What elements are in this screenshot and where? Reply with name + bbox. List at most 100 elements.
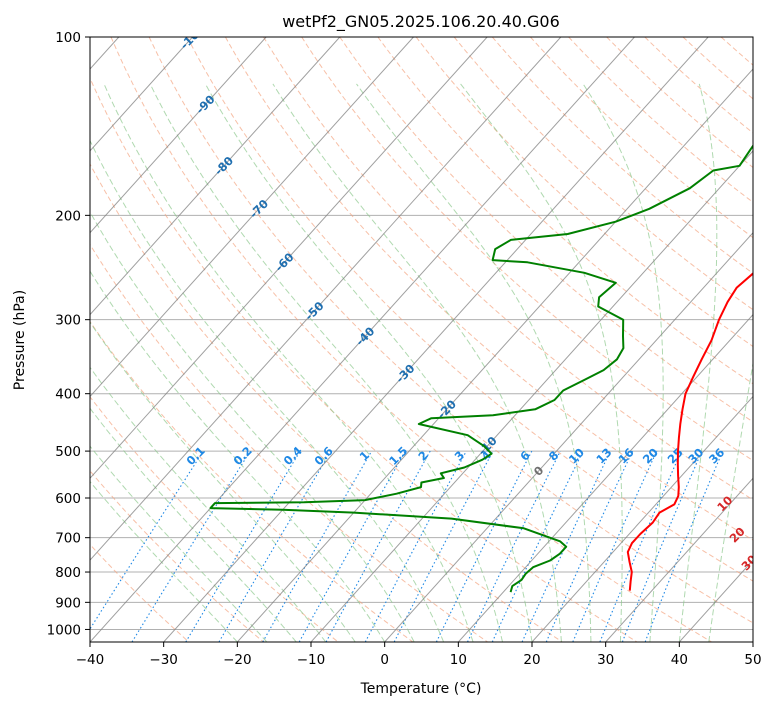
moist-adiabat — [90, 270, 386, 642]
dry-adiabat-label: 30 — [738, 552, 759, 573]
isotherm-line — [678, 559, 753, 642]
y-axis-ticks: 100 200 300 400 500 600 700 800 900 1000 — [47, 30, 90, 638]
x-tick-label: 10 — [450, 652, 467, 668]
isotherm-line — [90, 37, 341, 316]
dry-adiabat — [90, 470, 264, 642]
mixing-ratio-label: 10 — [566, 445, 587, 466]
moist-adiabat — [90, 407, 297, 642]
dry-adiabat — [90, 396, 339, 642]
y-tick-label: 500 — [55, 444, 81, 460]
y-tick-label: 300 — [55, 313, 81, 329]
mixing-ratio-line — [90, 450, 204, 630]
mixing-ratio-label: 8 — [546, 448, 562, 464]
x-tick-label: 40 — [671, 652, 688, 668]
isotherm-line — [90, 37, 562, 561]
mixing-ratio-label: 3 — [452, 448, 468, 464]
moist-adiabat — [90, 366, 327, 642]
dry-adiabat — [90, 543, 190, 642]
plot-area: 0.1 0.2 0.4 0.6 1 1.5 2 3 4 6 8 10 13 16 20 25 30 36-100-… — [90, 37, 775, 642]
mixing-ratio-line — [262, 450, 373, 642]
isotherm-label: -30 — [393, 361, 418, 386]
isotherm-label: -60 — [272, 250, 297, 275]
dry-adiabat — [606, 37, 753, 169]
mixing-ratio-label: 1 — [357, 448, 373, 464]
mixing-ratio-line — [364, 450, 467, 642]
dry-adiabat — [339, 37, 753, 423]
isotherm-line — [90, 37, 414, 398]
x-axis-label: Temperature (°C) — [360, 681, 482, 697]
mixing-ratio-line — [644, 450, 724, 642]
moist-adiabat — [582, 83, 664, 642]
dry-adiabat — [491, 37, 753, 274]
dry-adiabat — [759, 37, 775, 642]
x-tick-label: 20 — [523, 652, 540, 668]
dry-adiabat — [682, 37, 753, 100]
moist-adiabat — [272, 83, 562, 642]
x-axis-ticks: −40 −30 −20 −10 0 10 20 30 40 50 — [76, 642, 762, 668]
mixing-ratio-line — [435, 450, 533, 642]
isotherm-line — [605, 477, 753, 642]
isotherm-line — [90, 37, 267, 234]
temperature-profile-line — [626, 272, 753, 591]
dry-adiabat — [224, 37, 753, 541]
x-tick-label: −40 — [76, 652, 105, 668]
profile-series — [209, 144, 753, 593]
mixing-ratio-label: 0.6 — [311, 444, 335, 468]
mixing-ratio-label: 25 — [665, 445, 686, 466]
dry-adiabat — [90, 320, 414, 642]
mixing-ratio-line — [621, 450, 703, 642]
isotherm-line — [90, 37, 488, 480]
dewpoint-profile-line — [209, 144, 753, 593]
dry-adiabat — [301, 37, 753, 462]
y-tick-label: 400 — [55, 387, 81, 403]
isotherm-line — [90, 37, 635, 642]
isotherm-label: -80 — [212, 154, 237, 179]
chart-title: wetPf2_GN05.2025.106.20.40.G06 — [282, 12, 560, 32]
dry-adiabat — [568, 37, 753, 203]
moist-adiabat — [90, 321, 356, 642]
moist-adiabat — [356, 83, 592, 642]
dry-adiabat — [90, 243, 488, 642]
moist-adiabat — [90, 211, 415, 642]
mixing-ratio-label: 2 — [415, 448, 431, 464]
moist-adiabat — [204, 83, 533, 642]
x-tick-label: −30 — [149, 652, 178, 668]
dry-adiabat-label: 10 — [714, 493, 735, 514]
isotherm-line — [531, 395, 753, 642]
x-tick-label: −10 — [297, 652, 326, 668]
dry-adiabat — [453, 37, 753, 311]
mixing-ratio-line — [545, 450, 633, 642]
dry-adiabat-label: 20 — [727, 524, 748, 545]
dry-adiabat-label: 40 — [760, 582, 775, 603]
isotherm-line — [236, 68, 753, 642]
y-tick-label: 900 — [55, 595, 81, 611]
dry-adiabat — [530, 37, 753, 239]
dry-adiabat — [148, 37, 753, 624]
mixing-ratio-line — [298, 450, 406, 642]
mixing-ratio-line — [599, 450, 682, 642]
plot-frame — [89, 36, 754, 643]
dry-adiabat — [90, 163, 563, 642]
moist-adiabat — [90, 445, 268, 642]
x-tick-label: 0 — [380, 652, 389, 668]
mixing-ratio-label: 0.2 — [230, 444, 254, 468]
mixing-ratio-label: 13 — [593, 445, 614, 466]
moist-adiabat — [90, 139, 445, 642]
moist-adiabat — [90, 480, 238, 642]
mixing-ratio-label: 0.4 — [281, 444, 305, 468]
isotherm-label: -40 — [353, 324, 378, 349]
moist-adiabat — [103, 83, 474, 642]
dry-adiabat — [644, 37, 753, 134]
dry-adiabat — [263, 37, 753, 501]
skewed-isotherms — [90, 37, 753, 642]
x-tick-label: −20 — [223, 652, 252, 668]
isotherm-label: -90 — [193, 92, 218, 117]
y-tick-label: 700 — [55, 531, 81, 547]
mixing-ratio-line — [467, 450, 561, 642]
mixing-ratio-label: 36 — [706, 445, 727, 466]
moist-adiabat — [708, 360, 753, 642]
y-tick-label: 800 — [55, 565, 81, 581]
mixing-ratio-label: 30 — [685, 445, 706, 466]
mixing-ratio-label: 20 — [640, 445, 661, 466]
